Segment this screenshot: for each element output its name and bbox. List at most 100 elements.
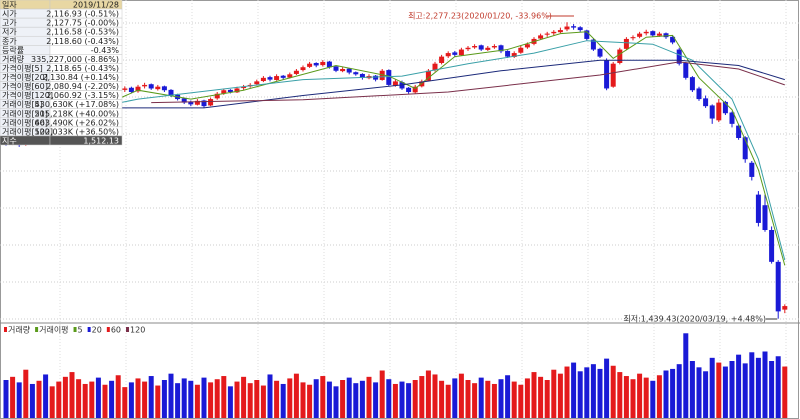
- volume-bar: [742, 363, 748, 418]
- volume-bar: [392, 383, 398, 418]
- volume-bar: [478, 377, 484, 418]
- candle-body: [419, 81, 425, 87]
- candle-body: [709, 105, 715, 119]
- info-value: 2,130.84 (+0.14%): [42, 73, 119, 82]
- candle-body: [208, 99, 214, 106]
- candle-body: [617, 49, 623, 63]
- volume-bar: [102, 384, 108, 418]
- volume-bar: [320, 376, 326, 418]
- candle-body: [782, 306, 788, 310]
- info-value: 2,080.94 (-2.20%): [46, 82, 119, 91]
- volume-bar: [56, 381, 62, 418]
- volume-bar: [62, 376, 68, 418]
- candle-body: [445, 53, 451, 57]
- volume-bar: [670, 368, 676, 418]
- candle-body: [340, 69, 346, 72]
- volume-bar: [630, 379, 636, 418]
- candle-body: [188, 101, 194, 105]
- volume-bar: [346, 377, 352, 418]
- volume-bar: [736, 354, 742, 418]
- volume-bar: [260, 385, 266, 418]
- candle-body: [544, 33, 550, 35]
- info-label: 거래이평[60]: [2, 117, 48, 127]
- volume-bar: [696, 367, 702, 418]
- volume-bar: [775, 356, 781, 418]
- candle-body: [478, 45, 484, 50]
- volume-bar: [709, 357, 715, 418]
- moving-average: [118, 59, 785, 109]
- volume-bar: [43, 374, 49, 418]
- info-label: 가격이평[5]: [2, 63, 43, 73]
- candle-body: [392, 81, 398, 86]
- volume-bar: [604, 358, 610, 418]
- candle-body: [267, 77, 273, 80]
- volume-bar: [683, 333, 689, 418]
- candle-body: [227, 89, 233, 92]
- legend-label: 거래량: [8, 325, 31, 335]
- volume-bar: [188, 380, 194, 418]
- info-value: 2,116.58 (-0.53%): [46, 28, 119, 37]
- legend-marker: [73, 327, 77, 332]
- volume-bar: [531, 372, 537, 418]
- info-value: 2,116.93 (-0.51%): [46, 10, 119, 19]
- info-label: 종가: [2, 37, 17, 46]
- info-value: -0.43%: [91, 46, 120, 55]
- candle-body: [254, 81, 260, 85]
- volume-bar: [161, 380, 167, 418]
- candle-body: [333, 66, 339, 71]
- volume-bar: [425, 370, 431, 418]
- candle-body: [729, 112, 735, 124]
- candle-body: [432, 63, 438, 71]
- volume-bar: [538, 376, 544, 418]
- volume-bar: [755, 357, 761, 418]
- candle-body: [637, 33, 643, 37]
- legend-marker: [87, 327, 91, 332]
- candle-body: [373, 75, 379, 80]
- candle-body: [148, 84, 154, 89]
- volume-bar: [10, 376, 16, 418]
- candle-body: [716, 102, 722, 121]
- candle-body: [194, 100, 200, 105]
- candle-body: [696, 88, 702, 100]
- candle-body: [168, 89, 174, 96]
- volume-bar: [142, 381, 148, 418]
- candle-body: [610, 63, 616, 87]
- candle-body: [406, 87, 412, 92]
- volume-bar: [333, 386, 339, 418]
- candle-body: [313, 62, 319, 66]
- volume-bar: [155, 385, 161, 418]
- candle-body: [161, 86, 167, 91]
- volume-bar: [663, 370, 669, 418]
- candle-body: [142, 84, 148, 87]
- volume-bar: [95, 377, 101, 418]
- candle-body: [703, 98, 709, 107]
- info-label: 가격이평[60]: [2, 81, 48, 91]
- legend-label: 거래이평: [39, 325, 68, 335]
- volume-bar: [689, 361, 695, 418]
- volume-bar: [505, 375, 511, 418]
- candle-body: [571, 26, 577, 28]
- candle-body: [353, 72, 359, 75]
- candle-body: [241, 86, 247, 89]
- candle-body: [201, 100, 207, 107]
- legend-label: 60: [111, 326, 121, 335]
- volume-bar: [518, 384, 524, 418]
- volume-bar: [485, 380, 491, 418]
- volume-bar: [610, 365, 616, 418]
- candle-body: [346, 68, 352, 73]
- info-value: 2,118.60 (-0.43%): [46, 37, 119, 46]
- info-label: 거래이평[20]: [2, 108, 48, 118]
- candle-body: [214, 93, 220, 99]
- volume-bar: [194, 384, 200, 418]
- info-value-cell: [49, 135, 123, 146]
- candle-body: [274, 76, 280, 80]
- volume-bar: [168, 373, 174, 418]
- volume-bar: [148, 376, 154, 418]
- candle-body: [300, 67, 306, 71]
- legend-marker: [4, 327, 7, 332]
- volume-bar: [340, 380, 346, 418]
- info-value: 502,033K (+36.50%): [35, 127, 119, 136]
- candle-body: [597, 48, 603, 57]
- volume-bar: [386, 379, 392, 418]
- candle-body: [307, 63, 313, 67]
